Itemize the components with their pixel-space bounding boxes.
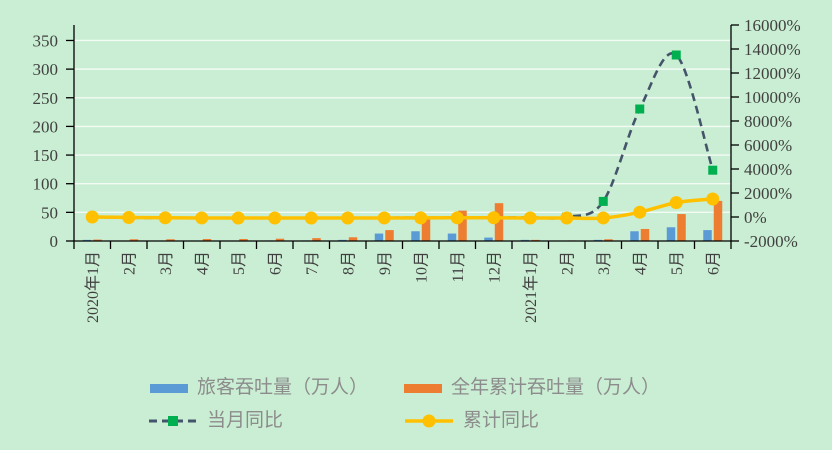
x-axis-label: 9月 — [377, 251, 394, 275]
legend-label-monthly-yoy: 当月同比 — [207, 410, 284, 431]
marker-circle-cumulative-yoy-line — [195, 211, 209, 225]
bar-annual-cumulative-throughput-bar — [604, 239, 613, 241]
bar-passenger-throughput-bar — [374, 233, 384, 241]
y-axis-right-tick-label: 14000% — [744, 40, 801, 59]
marker-circle-cumulative-yoy-line — [523, 211, 537, 225]
bar-annual-cumulative-throughput-bar — [458, 210, 467, 241]
x-axis-label: 2月 — [559, 251, 576, 275]
y-axis-left-tick-label: 200 — [33, 117, 59, 136]
bar-annual-cumulative-throughput-bar — [312, 238, 321, 241]
bar-passenger-throughput-bar — [484, 237, 493, 241]
y-axis-left-tick-label: 350 — [33, 31, 59, 50]
y-axis-left-tick-label: 0 — [50, 232, 59, 251]
marker-circle-cumulative-yoy-line — [414, 211, 428, 225]
marker-circle-cumulative-yoy-line — [341, 211, 355, 225]
y-axis-right-tick-label: 0% — [744, 208, 767, 227]
x-axis-label: 11月 — [450, 251, 467, 282]
x-axis-label: 3月 — [596, 251, 613, 275]
y-axis-right-tick-label: 4000% — [744, 160, 792, 179]
legend-swatch-annual-cumulative-throughput — [404, 383, 442, 393]
bar-annual-cumulative-throughput-bar — [677, 214, 686, 241]
x-axis-label: 4月 — [194, 251, 211, 275]
marker-square-monthly-yoy-line — [598, 196, 608, 206]
legend-label-passenger-throughput: 旅客吞吐量（万人） — [197, 377, 369, 398]
bar-annual-cumulative-throughput-bar — [421, 217, 431, 241]
marker-square-monthly-yoy-line — [671, 50, 681, 60]
y-axis-left-tick-label: 100 — [33, 175, 59, 194]
y-axis-left-tick-label: 250 — [33, 89, 59, 108]
marker-circle-cumulative-yoy-line — [487, 211, 501, 225]
legend-item-monthly-yoy: 当月同比 — [148, 410, 283, 432]
y-axis-right-tick-label: 2000% — [744, 184, 792, 203]
marker-circle-cumulative-yoy-line — [706, 192, 720, 206]
bar-annual-cumulative-throughput-bar — [640, 228, 650, 241]
y-axis-left-tick-label: 300 — [33, 60, 59, 79]
marker-circle-cumulative-yoy-line — [377, 211, 391, 225]
marker-square-monthly-yoy-line — [635, 104, 645, 114]
y-axis-right-tick-label: 10000% — [744, 88, 801, 107]
line-cumulative-yoy-line — [92, 197, 713, 221]
marker-circle-cumulative-yoy-line — [268, 211, 282, 225]
bar-annual-cumulative-throughput-bar — [129, 239, 139, 241]
legend-item-annual-cumulative-throughput: 全年累计吞吐量（万人） — [404, 377, 660, 399]
y-axis-right-tick-label: 16000% — [744, 16, 801, 35]
bar-annual-cumulative-throughput-bar — [348, 237, 358, 241]
marker-circle-cumulative-yoy-line — [158, 211, 172, 225]
bar-annual-cumulative-throughput-bar — [494, 203, 504, 241]
y-axis-left-tick-label: 50 — [41, 203, 58, 222]
x-axis-label: 5月 — [669, 251, 686, 275]
x-axis-label: 10月 — [413, 251, 430, 283]
bar-annual-cumulative-throughput-bar — [202, 238, 212, 241]
bar-annual-cumulative-throughput-bar — [275, 238, 285, 241]
bar-passenger-throughput-bar — [630, 231, 639, 241]
marker-circle-cumulative-yoy-line — [85, 210, 99, 224]
bar-annual-cumulative-throughput-bar — [385, 230, 394, 241]
marker-square-monthly-yoy-line — [708, 165, 718, 175]
bar-passenger-throughput-bar — [447, 233, 457, 241]
marker-circle-cumulative-yoy-line — [560, 211, 574, 225]
marker-circle-cumulative-yoy-line — [450, 211, 464, 225]
legend-item-passenger-throughput: 旅客吞吐量（万人） — [150, 377, 368, 399]
x-axis-label: 2月 — [121, 251, 138, 275]
bar-passenger-throughput-bar — [411, 231, 420, 241]
x-axis-label: 6月 — [267, 251, 284, 275]
bar-passenger-throughput-bar — [666, 227, 676, 241]
y-axis-right-tick-label: 6000% — [744, 136, 792, 155]
y-axis-left-tick-label: 150 — [33, 146, 59, 165]
y-axis-right-tick-label: 8000% — [744, 112, 792, 131]
bar-annual-cumulative-throughput-bar — [93, 239, 102, 241]
y-axis-right-tick-label: 12000% — [744, 64, 801, 83]
marker-circle-cumulative-yoy-line — [633, 205, 647, 219]
x-axis-label: 2020年1月 — [84, 251, 102, 323]
bar-annual-cumulative-throughput-bar — [166, 239, 175, 241]
marker-circle-cumulative-yoy-line — [231, 211, 245, 225]
x-axis-label: 12月 — [486, 251, 503, 283]
x-axis-label: 5月 — [231, 251, 248, 275]
legend-label-cumulative-yoy: 累计同比 — [463, 410, 540, 431]
marker-circle-cumulative-yoy-line — [304, 211, 318, 225]
x-axis-label: 2021年1月 — [522, 251, 540, 323]
bar-annual-cumulative-throughput-bar — [713, 200, 723, 241]
legend-label-annual-cumulative-throughput: 全年累计吞吐量（万人） — [451, 377, 661, 398]
legend-swatch-monthly-yoy-dashed-line-icon — [149, 416, 197, 426]
marker-circle-cumulative-yoy-line — [122, 210, 136, 224]
x-axis-label: 8月 — [340, 251, 357, 275]
legend-swatch-passenger-throughput — [150, 383, 188, 393]
bar-passenger-throughput-bar — [703, 230, 712, 241]
marker-circle-cumulative-yoy-line — [596, 211, 610, 225]
x-axis-label: 6月 — [705, 251, 722, 275]
line-monthly-yoy-line — [92, 52, 715, 220]
legend-item-cumulative-yoy: 累计同比 — [404, 410, 539, 432]
x-axis-label: 7月 — [304, 251, 321, 275]
x-axis-label: 3月 — [158, 251, 175, 275]
bar-annual-cumulative-throughput-bar — [239, 238, 248, 241]
marker-circle-cumulative-yoy-line — [669, 196, 683, 210]
legend-swatch-cumulative-yoy-line-icon — [405, 414, 453, 428]
y-axis-right-tick-label: -2000% — [744, 232, 798, 251]
x-axis-label: 4月 — [632, 251, 649, 275]
